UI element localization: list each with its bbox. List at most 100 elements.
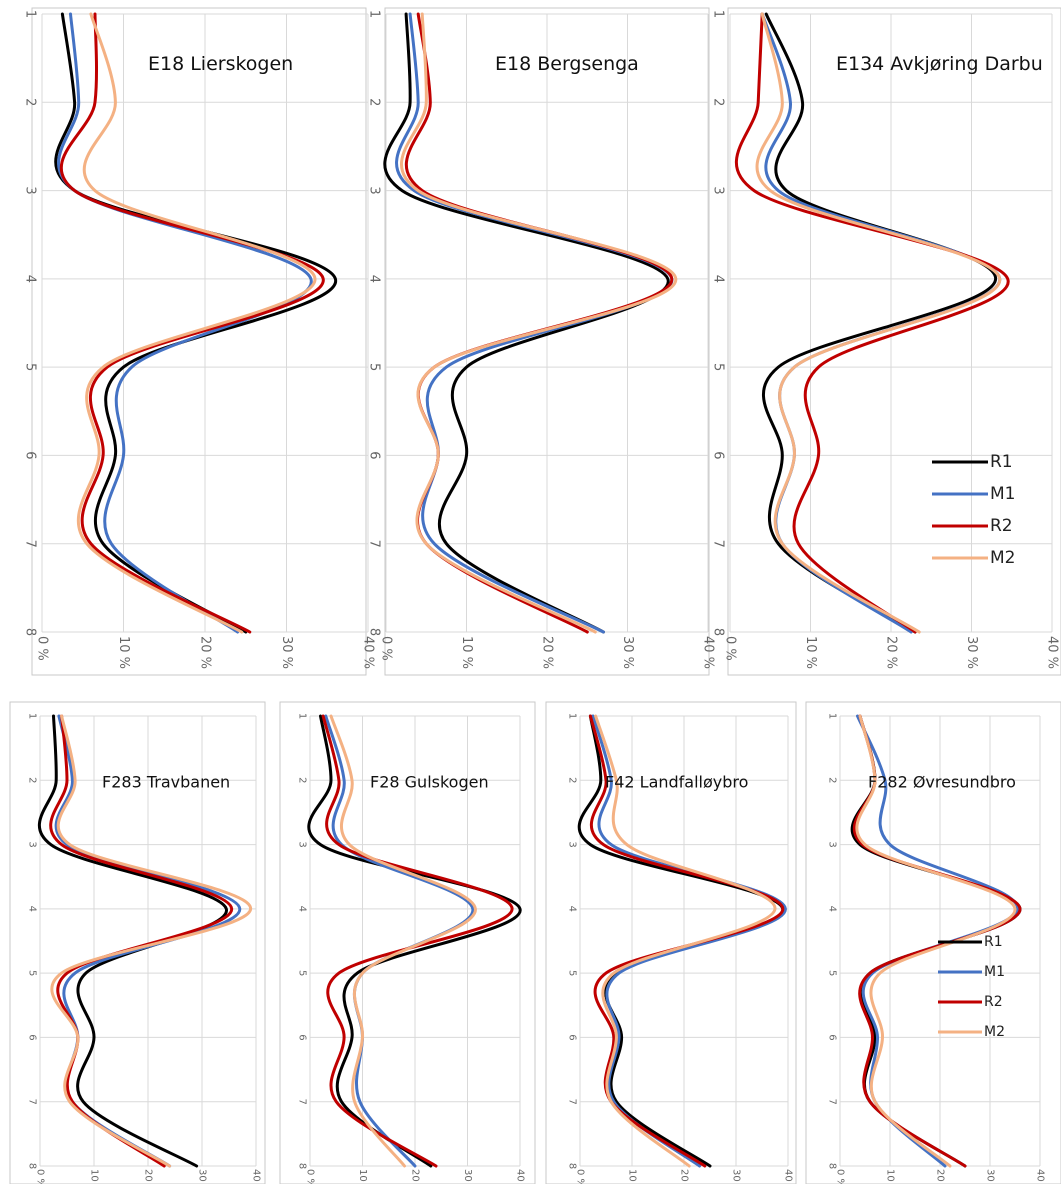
chart-title: E18 Bergsenga xyxy=(495,53,639,75)
category-tick-label: 4 xyxy=(567,906,578,912)
category-tick-label: 1 xyxy=(297,713,308,719)
panel-frame xyxy=(279,701,536,1184)
category-tick-label: 2 xyxy=(711,98,726,106)
category-tick-label: 3 xyxy=(567,841,578,847)
series-line-r1 xyxy=(762,12,998,634)
category-tick-label: 2 xyxy=(297,777,308,783)
category-tick-label: 8 xyxy=(297,1163,308,1169)
category-tick-label: 3 xyxy=(27,841,38,847)
category-tick-label: 4 xyxy=(27,906,38,912)
category-tick-label: 6 xyxy=(23,451,38,459)
panel-frame xyxy=(31,7,367,676)
chart-panel-6: 1 2 3 4 5 6 7 80 % 10 % 20 % 30 % 40 % F42 Landfallø… xyxy=(545,701,797,1184)
value-tick-label: 20 % xyxy=(884,636,899,669)
category-tick-label: 8 xyxy=(27,1163,38,1169)
value-tick-label: 30 % xyxy=(620,636,635,669)
category-tick-label: 5 xyxy=(27,970,38,976)
series-line-m2 xyxy=(755,12,1002,634)
category-tick-label: 2 xyxy=(367,98,382,106)
series-line-r2 xyxy=(734,12,1010,634)
category-tick-label: 2 xyxy=(567,777,578,783)
value-tick-label: 40 % xyxy=(783,1169,794,1184)
category-tick-label: 3 xyxy=(711,186,726,194)
chart-title: E18 Lierskogen xyxy=(148,53,293,75)
category-tick-label: 3 xyxy=(827,841,838,847)
category-tick-label: 8 xyxy=(567,1163,578,1169)
value-tick-label: 20 % xyxy=(410,1169,421,1184)
chart-panel-4: 1 2 3 4 5 6 7 80 % 10 % 20 % 30 % 40 % F283 Travbane… xyxy=(9,701,266,1184)
legend-label: M2 xyxy=(984,1024,1005,1040)
value-tick-label: 40 % xyxy=(1035,1169,1046,1184)
value-tick-label: 20 % xyxy=(198,636,213,669)
category-tick-label: 2 xyxy=(27,777,38,783)
legend-label: R1 xyxy=(990,452,1013,472)
series-line-r1 xyxy=(383,12,670,634)
chart-title: F283 Travbanen xyxy=(102,773,230,792)
category-tick-label: 5 xyxy=(367,363,382,371)
legend-label: R2 xyxy=(990,516,1013,536)
series-line-r1 xyxy=(307,714,522,1168)
category-tick-label: 2 xyxy=(827,777,838,783)
category-tick-label: 5 xyxy=(297,970,308,976)
value-tick-label: 30 % xyxy=(279,636,294,669)
value-tick-label: 0 % xyxy=(35,636,50,661)
series-line-r2 xyxy=(321,714,514,1168)
category-tick-label: 5 xyxy=(23,363,38,371)
category-tick-label: 7 xyxy=(297,1099,308,1105)
value-tick-label: 40 % xyxy=(251,1169,262,1184)
category-tick-label: 4 xyxy=(297,906,308,912)
value-tick-label: 20 % xyxy=(540,636,555,669)
category-tick-label: 6 xyxy=(297,1034,308,1040)
value-tick-label: 10 % xyxy=(459,636,474,669)
category-tick-label: 6 xyxy=(27,1034,38,1040)
value-tick-label: 30 % xyxy=(197,1169,208,1184)
category-tick-label: 7 xyxy=(27,1099,38,1105)
category-tick-label: 7 xyxy=(23,540,38,548)
panel-frame xyxy=(545,701,797,1184)
category-tick-label: 8 xyxy=(367,628,382,636)
value-tick-label: 0 % xyxy=(305,1169,316,1184)
category-tick-label: 5 xyxy=(567,970,578,976)
value-tick-label: 10 % xyxy=(357,1169,368,1184)
value-tick-label: 0 % xyxy=(723,636,738,661)
value-tick-label: 20 % xyxy=(935,1169,946,1184)
value-tick-label: 40 % xyxy=(701,636,716,669)
value-tick-label: 0 % xyxy=(575,1169,586,1184)
value-tick-label: 30 % xyxy=(985,1169,996,1184)
chart-panel-5: 1 2 3 4 5 6 7 80 % 10 % 20 % 30 % 40 % F28 Gulskogen xyxy=(279,701,536,1184)
series-line-m2 xyxy=(400,12,678,634)
series-line-m1 xyxy=(591,714,787,1168)
panel-frame xyxy=(727,7,1061,676)
category-tick-label: 5 xyxy=(711,363,726,371)
legend-label: R2 xyxy=(984,994,1003,1010)
chart-title: F282 Øvresundbro xyxy=(868,773,1016,792)
value-tick-label: 40 % xyxy=(515,1169,526,1184)
category-tick-label: 3 xyxy=(23,186,38,194)
category-tick-label: 1 xyxy=(567,713,578,719)
category-tick-label: 6 xyxy=(827,1034,838,1040)
category-tick-label: 7 xyxy=(711,540,726,548)
category-tick-label: 7 xyxy=(827,1099,838,1105)
value-tick-label: 10 % xyxy=(803,636,818,669)
value-tick-label: 20 % xyxy=(679,1169,690,1184)
value-tick-label: 0 % xyxy=(35,1169,46,1184)
legend-label: M1 xyxy=(990,484,1015,504)
value-tick-label: 30 % xyxy=(462,1169,473,1184)
category-tick-label: 7 xyxy=(367,540,382,548)
category-tick-label: 4 xyxy=(711,275,726,283)
value-tick-label: 40 % xyxy=(1045,636,1060,669)
category-tick-label: 6 xyxy=(367,451,382,459)
category-tick-label: 7 xyxy=(567,1099,578,1105)
category-tick-label: 4 xyxy=(23,275,38,283)
category-tick-label: 6 xyxy=(711,451,726,459)
category-tick-label: 8 xyxy=(711,628,726,636)
category-tick-label: 1 xyxy=(827,713,838,719)
value-tick-label: 30 % xyxy=(731,1169,742,1184)
chart-title: F42 Landfalløybro xyxy=(605,773,748,792)
chart-panel-3: 1 2 3 4 5 6 7 80 % 10 % 20 % 30 % 40 % E134 Avkjørin… xyxy=(711,7,1061,676)
value-tick-label: 40 % xyxy=(361,636,376,669)
series-line-r1 xyxy=(54,12,337,634)
chart-panel-7: 1 2 3 4 5 6 7 80 % 10 % 20 % 30 % 40 % F282 Øvresund… xyxy=(805,701,1061,1184)
chart-panel-2: 1 2 3 4 5 6 7 80 % 10 % 20 % 30 % 40 % E18 Bergsenga xyxy=(367,7,716,676)
